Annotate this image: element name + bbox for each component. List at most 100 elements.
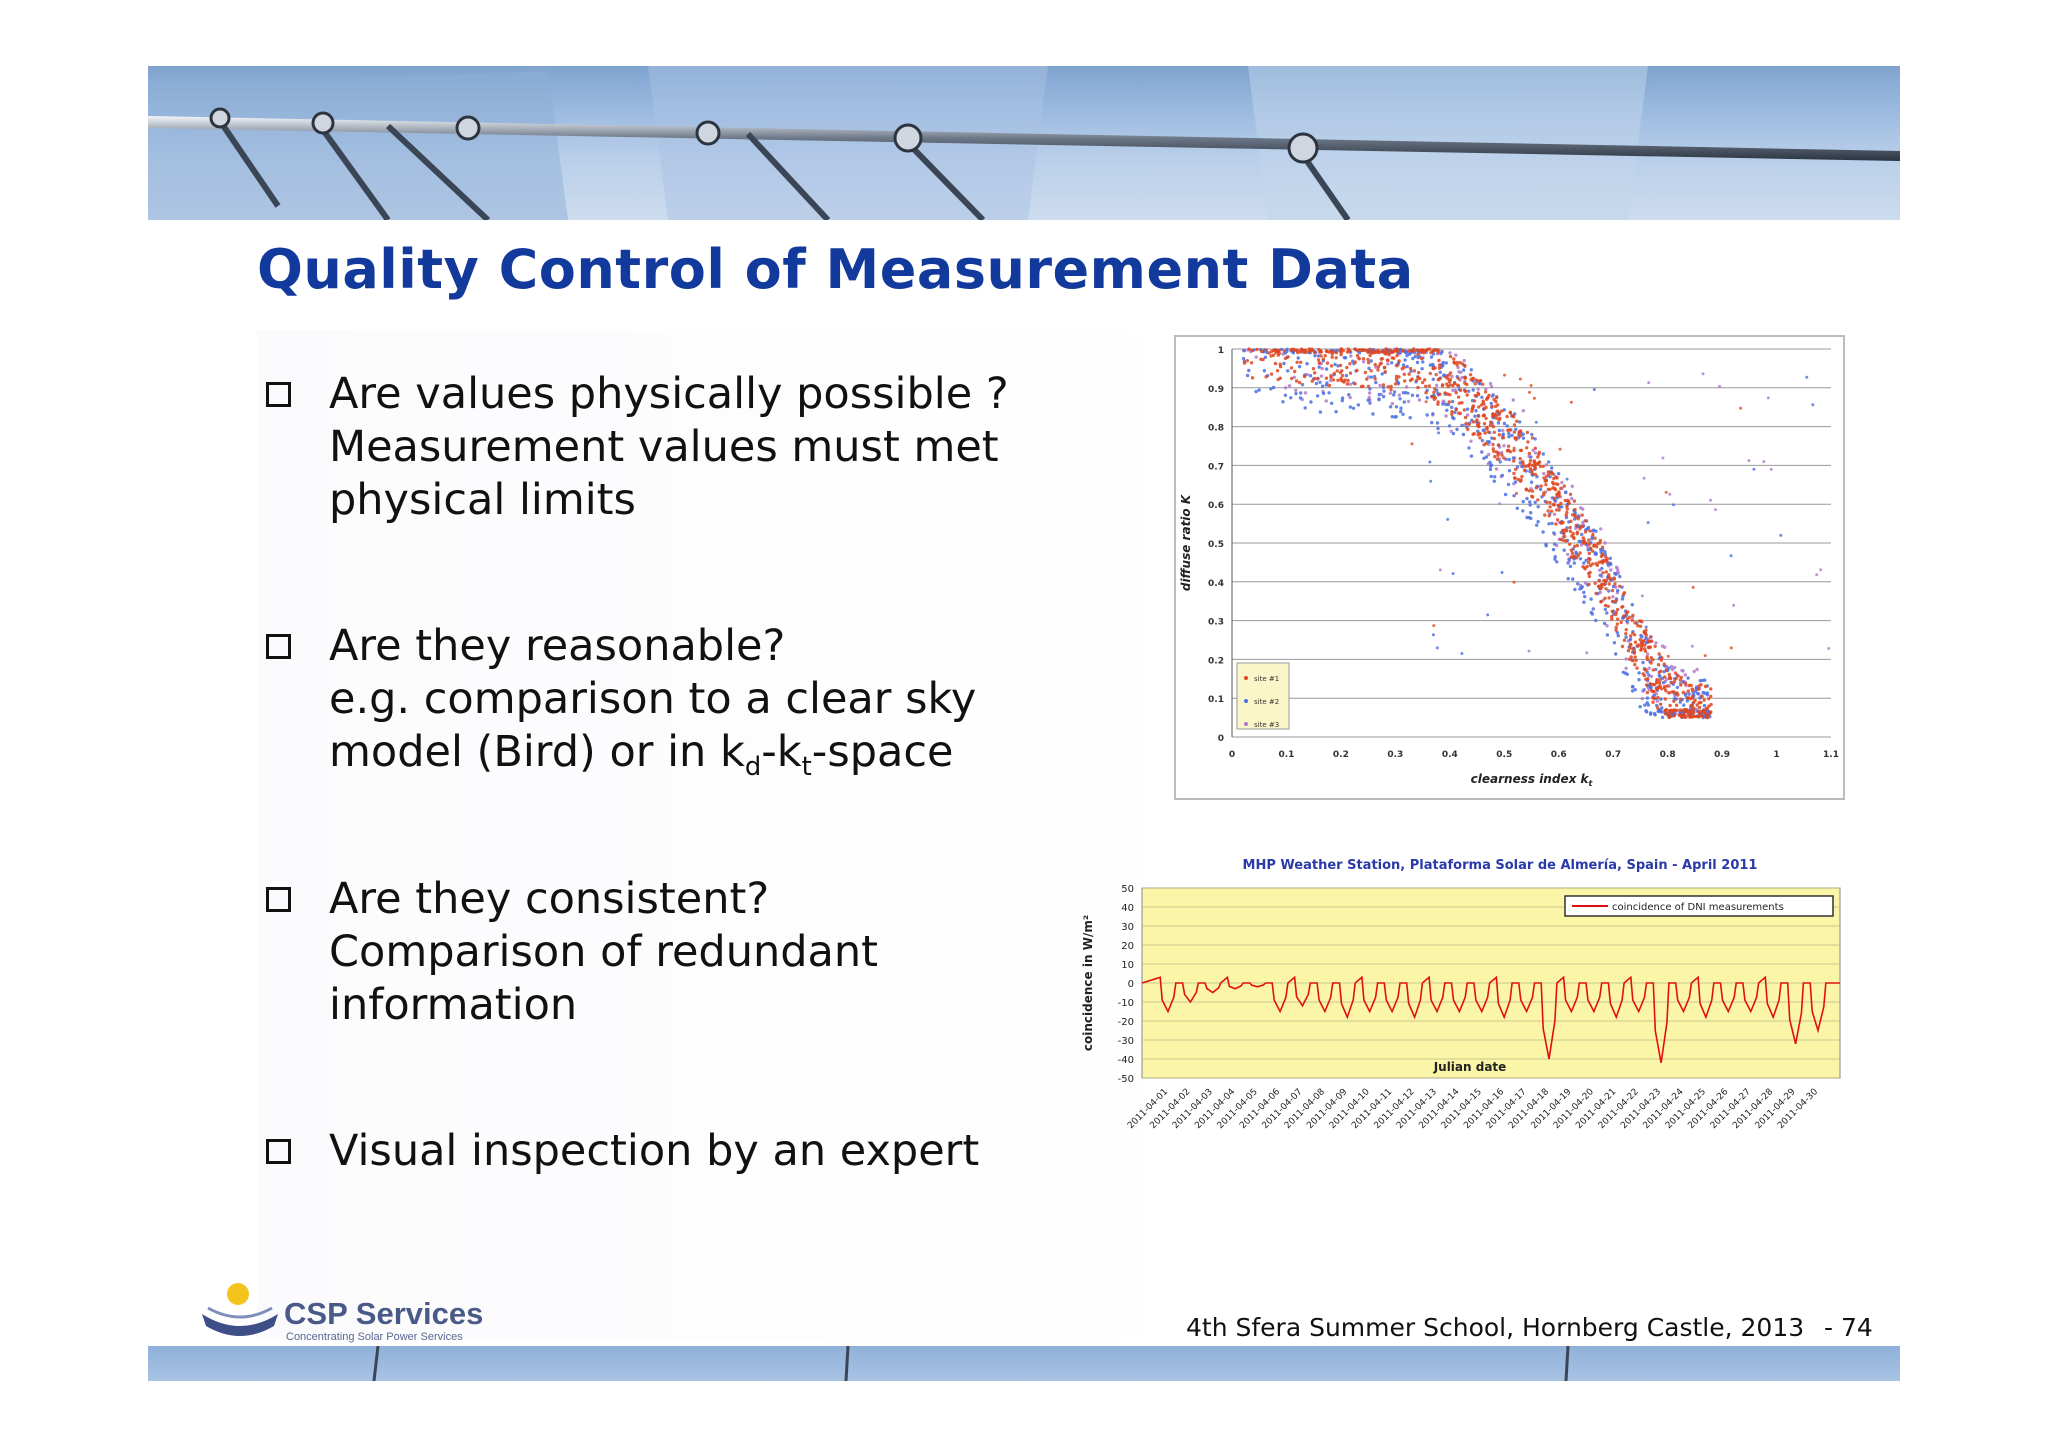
scatter-point <box>1582 600 1586 604</box>
bullet-line: Are they consistent? <box>329 874 770 924</box>
scatter-point <box>1456 365 1460 370</box>
scatter-point <box>1645 690 1650 695</box>
scatter-point <box>1686 689 1690 693</box>
scatter-point <box>1422 351 1426 355</box>
scatter-point-outlier <box>1649 635 1653 639</box>
scatter-point <box>1572 536 1576 541</box>
scatter-point <box>1511 456 1516 460</box>
scatter-point <box>1514 427 1518 431</box>
scatter-point <box>1289 366 1294 370</box>
scatter-point <box>1382 366 1387 370</box>
scatter-point <box>1294 388 1298 392</box>
scatter-point <box>1366 398 1370 402</box>
scatter-point <box>1485 425 1489 430</box>
scatter-point <box>1349 354 1353 358</box>
scatter-point <box>1690 703 1694 708</box>
scatter-point <box>1311 367 1316 371</box>
scatter-point <box>1537 461 1541 466</box>
scatter-point <box>1631 647 1635 651</box>
scatter-point <box>1663 708 1667 713</box>
scatter-point <box>1518 457 1522 461</box>
scatter-point <box>1702 698 1706 702</box>
y-axis-label: coincidence in W/m² <box>1081 915 1095 1051</box>
scatter-point <box>1406 399 1411 404</box>
legend-marker <box>1244 699 1248 703</box>
scatter-point <box>1402 372 1406 376</box>
y-tick-label: 0.2 <box>1208 656 1224 666</box>
scatter-point <box>1445 392 1449 396</box>
scatter-point <box>1331 378 1336 382</box>
scatter-point <box>1394 405 1399 409</box>
scatter-point <box>1670 681 1674 685</box>
scatter-point <box>1478 436 1482 440</box>
scatter-point <box>1469 368 1473 372</box>
scatter-point <box>1639 633 1643 638</box>
scatter-point <box>1643 643 1647 647</box>
scatter-point <box>1328 378 1333 383</box>
scatter-point <box>1657 673 1661 677</box>
scatter-point <box>1456 376 1460 380</box>
scatter-point <box>1389 388 1393 392</box>
scatter-point <box>1371 412 1375 416</box>
scatter-point <box>1615 622 1619 626</box>
scatter-point <box>1692 700 1696 704</box>
scatter-point <box>1580 513 1584 517</box>
scatter-point <box>1604 555 1608 559</box>
scatter-point <box>1600 552 1604 556</box>
scatter-point <box>1579 543 1584 547</box>
scatter-point <box>1614 625 1618 630</box>
scatter-point <box>1565 507 1569 511</box>
scatter-point <box>1467 422 1471 426</box>
scatter-point <box>1572 499 1577 503</box>
scatter-point <box>1278 364 1283 369</box>
scatter-point <box>1675 685 1680 690</box>
scatter-point <box>1552 476 1556 481</box>
scatter-point <box>1568 525 1572 530</box>
scatter-point <box>1624 611 1629 615</box>
scatter-point <box>1477 421 1481 425</box>
scatter-point <box>1579 506 1583 510</box>
scatter-point <box>1563 498 1567 503</box>
scatter-point <box>1657 670 1661 674</box>
scatter-point <box>1450 399 1455 404</box>
scatter-point <box>1446 384 1450 389</box>
scatter-point <box>1622 592 1626 596</box>
scatter-point <box>1678 697 1683 701</box>
scatter-point-outlier <box>1498 502 1502 506</box>
scatter-point <box>1541 464 1545 468</box>
scatter-point <box>1545 500 1549 504</box>
scatter-point <box>1439 351 1443 356</box>
scatter-point <box>1696 715 1700 719</box>
scatter-point <box>1502 421 1507 426</box>
scatter-point <box>1652 683 1656 687</box>
scatter-point <box>1521 409 1525 413</box>
scatter-point <box>1335 369 1339 373</box>
y-tick-label: 0.4 <box>1208 579 1224 589</box>
scatter-point <box>1511 398 1515 402</box>
scatter-point <box>1478 382 1482 386</box>
scatter-point <box>1314 381 1319 386</box>
scatter-point <box>1526 440 1530 444</box>
scatter-point <box>1476 391 1480 395</box>
scatter-point <box>1513 436 1517 440</box>
scatter-point <box>1616 634 1620 638</box>
scatter-point <box>1668 714 1673 718</box>
scatter-point <box>1676 674 1680 678</box>
scatter-point <box>1529 511 1533 515</box>
scatter-point <box>1618 574 1622 579</box>
scatter-point <box>1563 490 1568 495</box>
scatter-point <box>1555 476 1559 480</box>
scatter-point <box>1493 454 1497 459</box>
scatter-point <box>1367 366 1371 370</box>
scatter-point <box>1656 695 1660 700</box>
scatter-point <box>1497 433 1501 437</box>
scatter-point <box>1617 584 1622 588</box>
scatter-point <box>1283 393 1288 397</box>
scatter-point <box>1333 362 1337 367</box>
scatter-point-outlier <box>1779 533 1783 537</box>
scatter-point <box>1373 377 1377 381</box>
scatter-point <box>1431 348 1436 353</box>
scatter-point <box>1655 699 1660 703</box>
scatter-point-outlier <box>1495 413 1499 417</box>
scatter-point <box>1644 668 1648 672</box>
